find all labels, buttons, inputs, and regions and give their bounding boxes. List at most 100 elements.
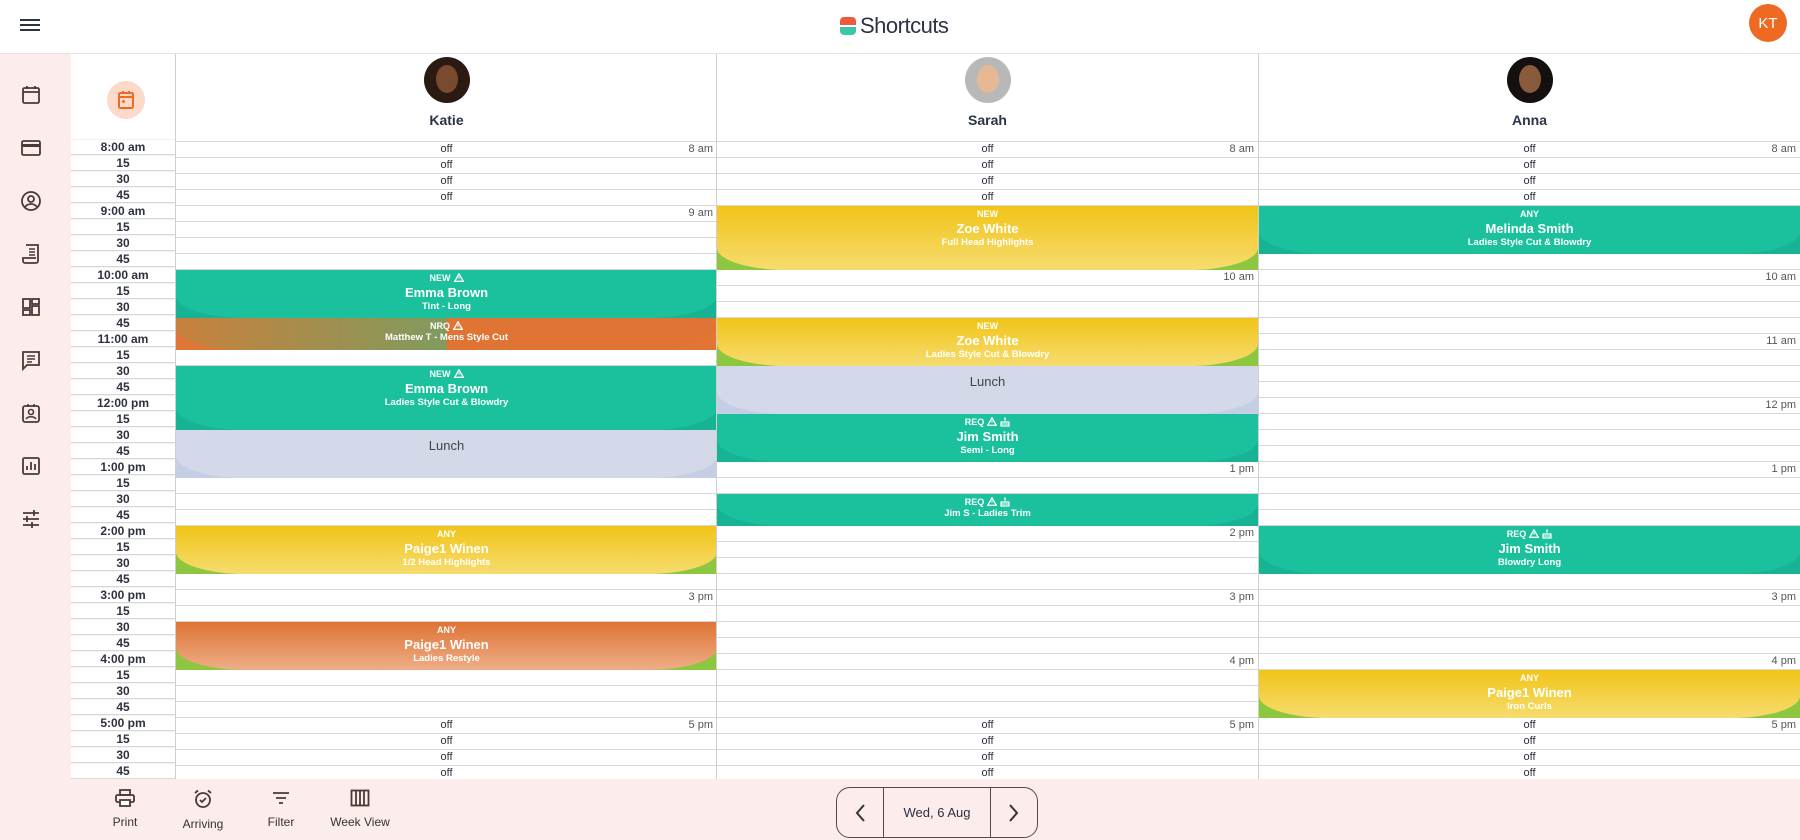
appointment[interactable]: NEW Zoe White Full Head Highlights — [717, 206, 1258, 270]
time-slot[interactable] — [1259, 494, 1800, 510]
appointment[interactable]: NEW Emma Brown Tint - Long — [176, 270, 717, 318]
time-slot[interactable] — [1259, 622, 1800, 638]
arriving-button[interactable]: Arriving — [163, 789, 243, 833]
time-slot[interactable]: 4 pm — [717, 654, 1258, 670]
time-slot[interactable]: 1 pm — [717, 462, 1258, 478]
time-slot[interactable] — [176, 478, 717, 494]
time-slot[interactable]: off — [1259, 734, 1800, 750]
time-slot[interactable]: off 5 pm — [1259, 718, 1800, 734]
time-slot[interactable] — [717, 686, 1258, 702]
time-slot[interactable]: off — [1259, 174, 1800, 190]
time-slot[interactable]: off — [717, 158, 1258, 174]
time-slot[interactable]: off — [717, 750, 1258, 766]
week-view-button[interactable]: Week View — [320, 789, 400, 831]
time-slot[interactable] — [717, 542, 1258, 558]
time-slot[interactable]: off — [717, 190, 1258, 206]
time-slot[interactable] — [1259, 382, 1800, 398]
time-slot[interactable] — [176, 254, 717, 270]
time-slot[interactable]: off — [176, 734, 717, 750]
time-slot[interactable]: off — [176, 190, 717, 206]
time-slot[interactable]: off — [717, 734, 1258, 750]
time-slot[interactable]: off 8 am — [717, 142, 1258, 158]
appointment[interactable]: ANY Paige1 Winen Iron Curls — [1259, 670, 1800, 718]
time-slot[interactable]: 4 pm — [1259, 654, 1800, 670]
time-slot[interactable] — [717, 622, 1258, 638]
user-avatar[interactable]: KT — [1749, 4, 1787, 42]
time-slot[interactable] — [717, 574, 1258, 590]
time-slot[interactable]: 10 am — [1259, 270, 1800, 286]
appointment[interactable]: NEW Emma Brown Ladies Style Cut & Blowdry — [176, 366, 717, 430]
time-slot[interactable]: 2 pm — [717, 526, 1258, 542]
card-icon[interactable] — [20, 137, 42, 159]
time-slot[interactable] — [176, 686, 717, 702]
appointment[interactable]: REQ Jim Smith Semi - Long — [717, 414, 1258, 462]
time-slot[interactable] — [1259, 574, 1800, 590]
reports-icon[interactable] — [20, 455, 42, 477]
staff-header[interactable]: Sarah — [717, 57, 1258, 142]
time-slot[interactable] — [717, 286, 1258, 302]
time-slot[interactable] — [176, 510, 717, 526]
filter-button[interactable]: Filter — [241, 789, 321, 831]
appointment[interactable]: ANY Melinda Smith Ladies Style Cut & Blowd… — [1259, 206, 1800, 254]
next-day-button[interactable] — [991, 788, 1037, 837]
time-slot[interactable] — [1259, 254, 1800, 270]
receipt-icon[interactable] — [20, 243, 42, 265]
time-slot[interactable] — [176, 702, 717, 718]
time-slot[interactable] — [1259, 366, 1800, 382]
time-slot[interactable] — [1259, 638, 1800, 654]
time-slot[interactable] — [1259, 446, 1800, 462]
time-slot[interactable] — [717, 558, 1258, 574]
time-slot[interactable] — [717, 638, 1258, 654]
print-button[interactable]: Print — [85, 789, 165, 831]
time-slot[interactable]: 10 am — [717, 270, 1258, 286]
time-slot[interactable] — [176, 222, 717, 238]
previous-day-button[interactable] — [837, 788, 883, 837]
time-slot[interactable]: off 5 pm — [717, 718, 1258, 734]
time-slot[interactable] — [1259, 478, 1800, 494]
time-slot[interactable]: off — [717, 174, 1258, 190]
appointment[interactable]: REQ Jim S - Ladies Trim — [717, 494, 1258, 526]
hamburger-menu-icon[interactable] — [20, 16, 40, 34]
time-slot[interactable]: 11 am — [1259, 334, 1800, 350]
time-slot[interactable]: 3 pm — [717, 590, 1258, 606]
time-slot[interactable]: 3 pm — [1259, 590, 1800, 606]
time-slot[interactable] — [176, 494, 717, 510]
lunch-block[interactable]: Lunch — [717, 366, 1258, 414]
time-slot[interactable]: off — [1259, 190, 1800, 206]
time-slot[interactable] — [176, 238, 717, 254]
appointment[interactable]: ANY Paige1 Winen 1/2 Head Highlights — [176, 526, 717, 574]
time-slot[interactable] — [717, 702, 1258, 718]
lunch-block[interactable]: Lunch — [176, 430, 717, 478]
current-date[interactable]: Wed, 6 Aug — [883, 788, 991, 837]
dashboard-icon[interactable] — [20, 296, 42, 318]
staff-icon[interactable] — [20, 402, 42, 424]
time-slot[interactable] — [176, 606, 717, 622]
time-slot[interactable] — [1259, 318, 1800, 334]
settings-icon[interactable] — [20, 508, 42, 530]
time-slot[interactable] — [1259, 302, 1800, 318]
time-slot[interactable] — [176, 350, 717, 366]
staff-header[interactable]: Anna — [1259, 57, 1800, 142]
time-slot[interactable] — [717, 606, 1258, 622]
time-slot[interactable] — [176, 574, 717, 590]
calendar-picker-button[interactable] — [107, 81, 145, 119]
time-slot[interactable]: off — [176, 174, 717, 190]
time-slot[interactable] — [1259, 350, 1800, 366]
time-slot[interactable] — [1259, 286, 1800, 302]
time-slot[interactable] — [717, 670, 1258, 686]
client-icon[interactable] — [20, 190, 42, 212]
time-slot[interactable]: 1 pm — [1259, 462, 1800, 478]
time-slot[interactable]: off 8 am — [176, 142, 717, 158]
calendar-icon[interactable] — [20, 84, 42, 106]
time-slot[interactable] — [1259, 510, 1800, 526]
time-slot[interactable]: off — [1259, 750, 1800, 766]
messages-icon[interactable] — [20, 349, 42, 372]
time-slot[interactable] — [1259, 606, 1800, 622]
time-slot[interactable]: off — [176, 158, 717, 174]
appointment[interactable]: NEW Zoe White Ladies Style Cut & Blowdry — [717, 318, 1258, 366]
time-slot[interactable] — [717, 302, 1258, 318]
time-slot[interactable]: off — [176, 750, 717, 766]
time-slot[interactable]: off 8 am — [1259, 142, 1800, 158]
appointment[interactable]: NRQ Matthew T - Mens Style Cut — [176, 318, 717, 350]
time-slot[interactable] — [1259, 414, 1800, 430]
